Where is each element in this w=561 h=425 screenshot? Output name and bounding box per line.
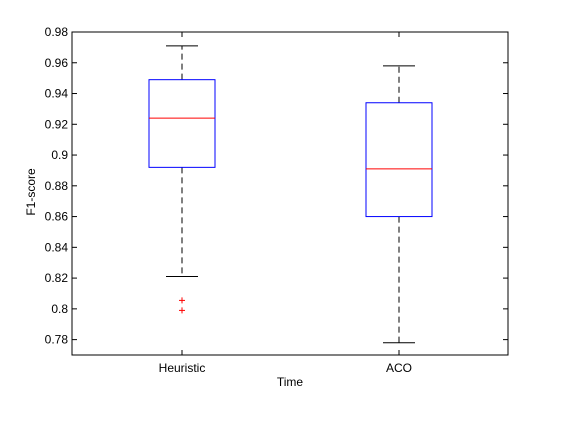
y-tick-label: 0.78 (45, 333, 69, 347)
plot-area (72, 32, 508, 355)
y-axis-label: F1-score (24, 168, 38, 216)
y-tick-label: 0.86 (45, 210, 69, 224)
y-tick-label: 0.84 (45, 240, 69, 254)
y-tick-label: 0.92 (45, 117, 69, 131)
y-tick-label: 0.88 (45, 179, 69, 193)
x-tick-label: ACO (386, 361, 412, 375)
y-tick-label: 0.8 (51, 302, 68, 316)
y-tick-label: 0.96 (45, 56, 69, 70)
y-tick-label: 0.9 (51, 148, 68, 162)
x-tick-label: Heuristic (159, 361, 206, 375)
y-tick-label: 0.98 (45, 25, 69, 39)
x-axis-label: Time (277, 375, 304, 389)
y-tick-label: 0.82 (45, 271, 69, 285)
y-tick-label: 0.94 (45, 87, 69, 101)
